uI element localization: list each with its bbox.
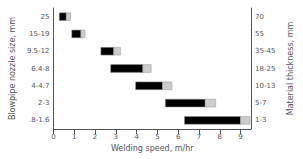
svg-text:6: 6 [176, 133, 181, 141]
svg-text:70: 70 [255, 13, 264, 21]
svg-text:18-25: 18-25 [255, 65, 275, 73]
svg-text:4: 4 [134, 133, 139, 141]
svg-text:2-3: 2-3 [38, 99, 49, 107]
svg-text:Welding speed, m/hr: Welding speed, m/hr [111, 144, 194, 153]
svg-text:Material thickness, mm: Material thickness, mm [286, 22, 295, 116]
svg-text:15-19: 15-19 [29, 30, 49, 38]
svg-text:8: 8 [218, 133, 222, 141]
svg-text:25: 25 [41, 13, 50, 21]
svg-text:2: 2 [93, 133, 97, 141]
svg-text:55: 55 [255, 30, 264, 38]
svg-text:4-4.7: 4-4.7 [31, 82, 49, 90]
svg-text:Blowpipe nozzle size, mm: Blowpipe nozzle size, mm [8, 17, 17, 120]
svg-text:3: 3 [114, 133, 118, 141]
svg-text:.8-1.6: .8-1.6 [29, 116, 50, 124]
svg-text:5: 5 [155, 133, 159, 141]
svg-text:1-3: 1-3 [255, 116, 266, 124]
svg-text:1: 1 [72, 133, 76, 141]
svg-text:0: 0 [51, 133, 55, 141]
svg-text:6.4-8: 6.4-8 [31, 65, 49, 73]
svg-text:5-7: 5-7 [255, 99, 266, 107]
svg-text:9.5-12: 9.5-12 [27, 47, 50, 55]
svg-text:7: 7 [197, 133, 201, 141]
svg-text:10-13: 10-13 [255, 82, 275, 90]
svg-text:9: 9 [238, 133, 242, 141]
svg-text:35-45: 35-45 [255, 47, 275, 55]
